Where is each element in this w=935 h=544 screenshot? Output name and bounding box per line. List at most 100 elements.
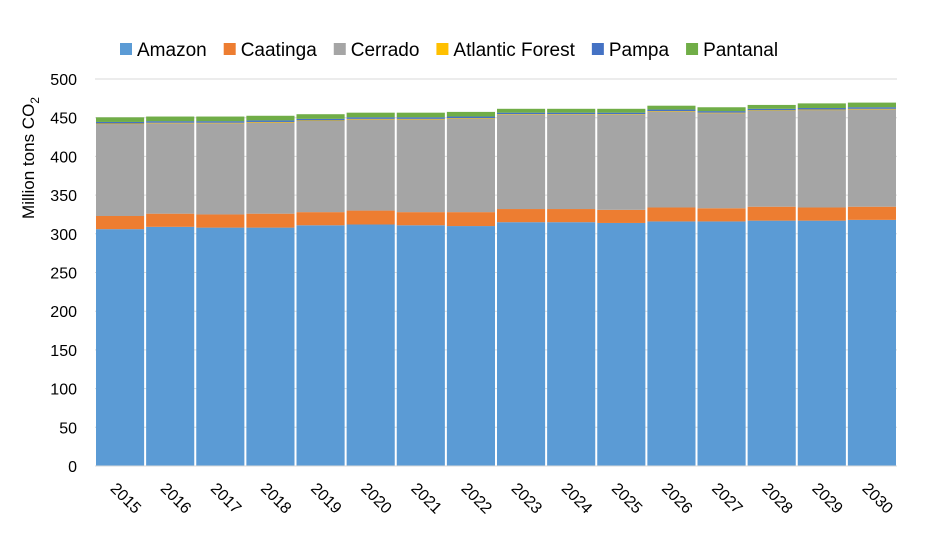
bar-segment [797,207,846,221]
bar-segment [747,220,796,466]
bar-segment [647,207,696,222]
bar-segment [96,229,145,466]
legend-swatch [333,43,346,55]
y-tick-label: 400 [50,149,77,166]
bar-segment [446,111,495,117]
bar-segment [547,114,596,115]
bar-segment [547,108,596,113]
bar-segment [797,109,846,208]
bar-segment [96,117,145,122]
y-axis-title-subscript: 2 [28,97,42,104]
bar-segment [797,103,846,109]
bar-segment [396,117,445,119]
bar-segment [96,121,145,124]
bar-segment [597,108,646,113]
x-tick-label: 2021 [407,480,444,517]
bar-segment [747,104,796,109]
bar-segment [396,112,445,118]
bar-segment [196,214,245,228]
bar-segment [296,225,345,466]
bar-segment [797,108,846,110]
x-tick-label: 2028 [758,480,795,517]
bar-segment [847,102,896,108]
y-tick-label: 250 [50,266,77,283]
bar-segment [346,119,395,211]
y-axis-title: Million tons CO2 [19,97,42,219]
x-tick-label: 2017 [207,480,244,517]
x-tick-label: 2022 [458,480,495,517]
bar-segment [697,111,746,113]
x-tick-label: 2027 [708,480,745,517]
bar-segment [246,227,295,466]
bar-segment [647,109,696,112]
bar-segment [196,123,245,215]
bar-segment [146,213,195,227]
y-axis-title-main: Million tons CO [19,104,38,219]
bar-segment [146,122,195,124]
y-tick-label: 150 [50,343,77,360]
bar-segment [196,122,245,124]
bar-segment [346,224,395,466]
legend-swatch [436,43,449,55]
bar-segment [847,206,896,220]
bar-segment [547,209,596,223]
bar-segment [396,225,445,466]
x-tick-label: 2016 [157,480,194,517]
legend-label: Cerrado [351,40,420,61]
bar-segment [597,209,646,223]
bar-segment [597,112,646,115]
bar-segment [446,212,495,227]
bar-segment [246,121,295,123]
bar-segment [547,114,596,210]
x-tick-label: 2020 [357,480,394,517]
bar-segment [96,215,145,230]
bar-segment [597,114,646,115]
bar-segment [497,209,546,223]
x-tick-label: 2023 [508,480,545,517]
bar-segment [847,109,896,207]
bar-segment [847,107,896,109]
legend-label: Caatinga [241,40,317,61]
bar-segment [747,110,796,207]
bar-segment [697,112,746,114]
bar-segment [346,118,395,120]
bar-segment [396,119,445,213]
bar-segment [196,121,245,123]
bar-segment [497,108,546,113]
bar-segment [497,114,546,210]
bar-segment [196,116,245,122]
legend-swatch [591,43,604,55]
bar-segment [647,111,696,112]
y-tick-label: 300 [50,227,77,244]
bar-segment [647,111,696,208]
legend-swatch [120,43,132,55]
bar-segment [96,123,145,216]
bar-segment [146,226,195,466]
bar-segment [547,222,596,466]
bar-segment [346,117,395,119]
bar-segment [697,107,746,112]
bar-segment [246,122,295,214]
bar-segment [597,222,646,466]
bar-segment [697,208,746,222]
bar-segment [697,221,746,466]
x-tick-label: 2029 [808,480,845,517]
bar-segment [497,112,546,115]
bar-segment [697,113,746,209]
legend: Amazon Caatinga Cerrado Atlantic Forest Pamp… [120,40,778,61]
x-tick-label: 2015 [107,480,144,517]
legend-swatch [686,43,699,55]
bar-segment [146,123,195,214]
y-tick-label: 450 [50,111,77,128]
bar-segment [797,220,846,466]
bar-segment [296,118,345,121]
bar-segment [747,110,796,111]
y-tick-label: 500 [50,72,77,89]
bar-segment [196,227,245,466]
bar-segment [296,114,345,119]
bar-segment [246,115,295,121]
x-tick-label: 2026 [658,480,695,517]
bar-segment [446,118,495,213]
x-tick-label: 2019 [307,480,344,517]
